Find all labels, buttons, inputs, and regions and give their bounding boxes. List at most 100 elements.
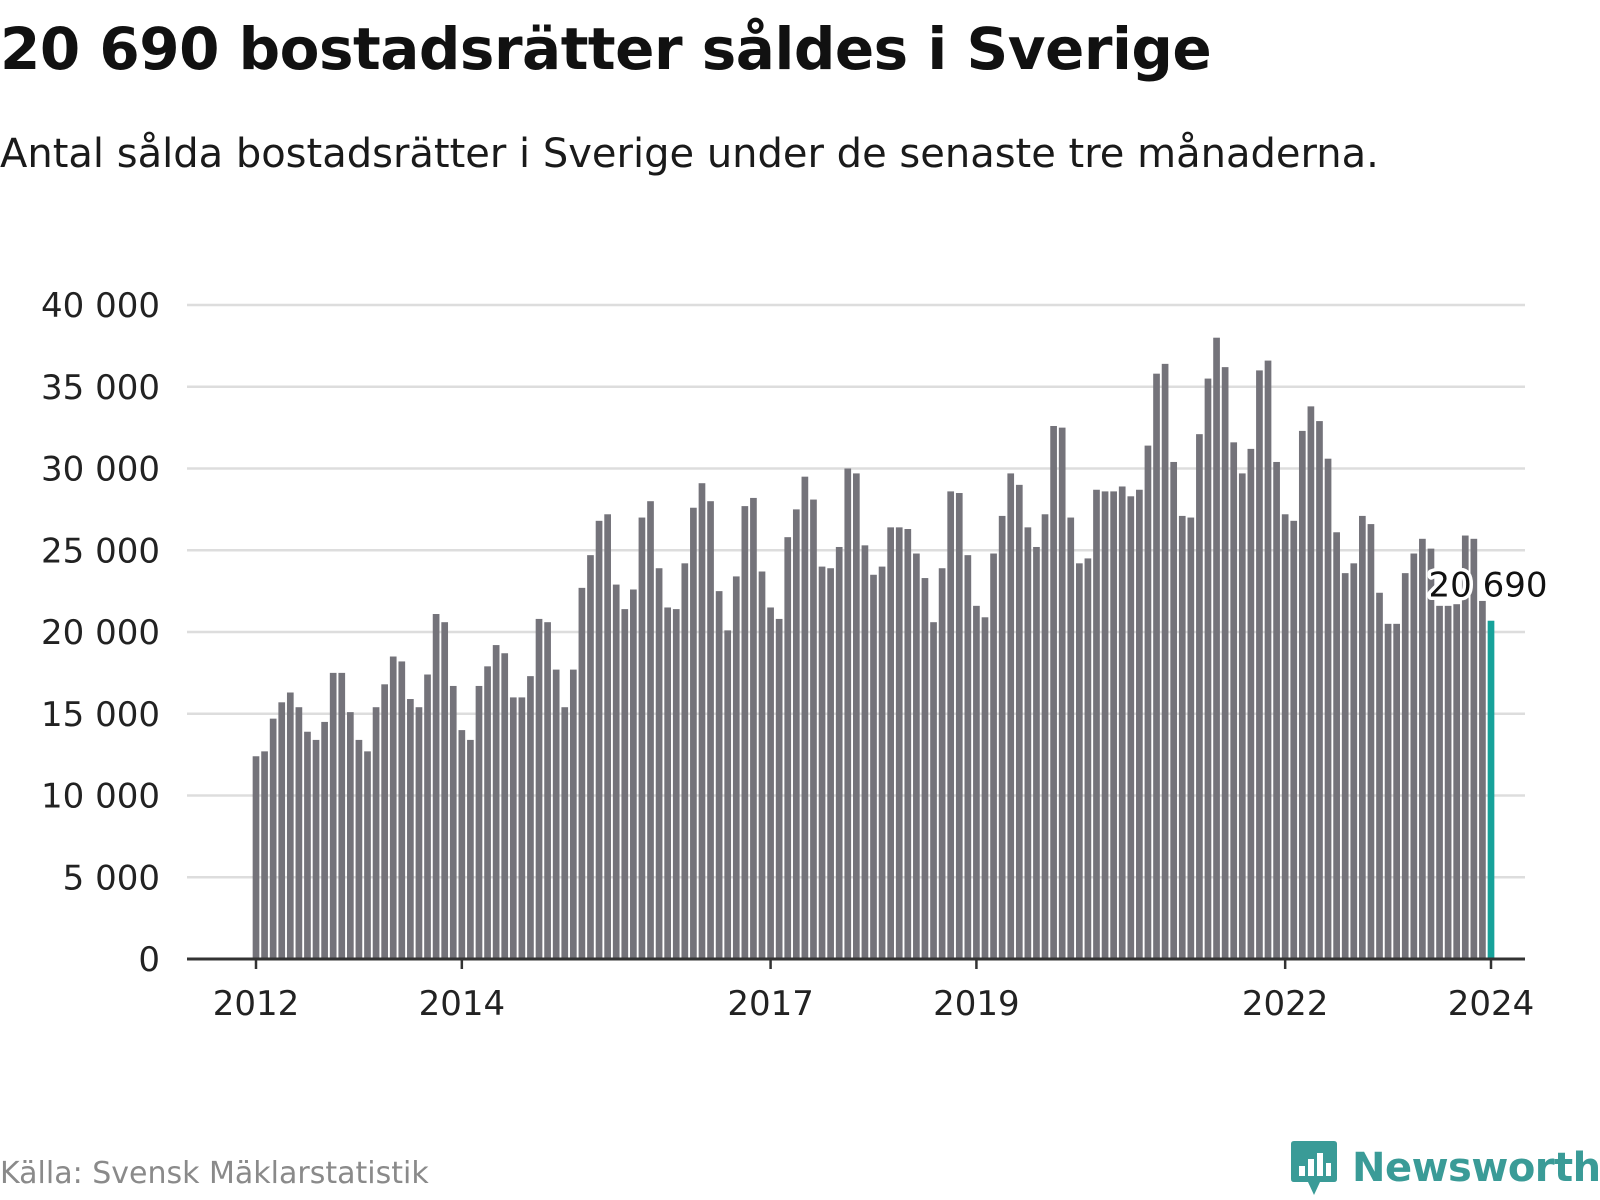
bar — [810, 499, 817, 959]
axes: 0 5 000 10 000 15 000 20 000 25 000 30 000 35 0… — [41, 286, 1534, 1024]
data-label-latest: 20 690 — [1429, 566, 1548, 606]
bar — [724, 630, 732, 959]
bar — [904, 529, 912, 959]
bar-chart: 0 5 000 10 000 15 000 20 000 25 000 30 000 35 0… — [41, 286, 1548, 1024]
bar — [518, 697, 526, 959]
x-tick-label: 2017 — [727, 984, 814, 1024]
bar — [741, 506, 749, 959]
y-tick-label: 20 000 — [41, 613, 160, 653]
bar — [758, 571, 766, 959]
bar — [321, 721, 328, 959]
y-tick-label: 40 000 — [41, 286, 160, 326]
bar — [501, 653, 509, 959]
bar — [364, 751, 371, 959]
bar — [261, 751, 268, 959]
bar — [304, 731, 311, 959]
bar — [1196, 434, 1203, 959]
bar — [569, 669, 577, 959]
bar — [1015, 484, 1023, 959]
bar — [1024, 527, 1032, 959]
bar — [1110, 491, 1117, 959]
bar — [655, 568, 663, 959]
bar — [930, 622, 937, 959]
bar — [1213, 337, 1220, 959]
bar — [1333, 532, 1340, 959]
bar — [1273, 461, 1280, 959]
x-tick-label: 2024 — [1448, 984, 1535, 1024]
bar — [389, 656, 397, 959]
bar — [1419, 538, 1426, 959]
bar — [1093, 489, 1100, 959]
bar — [844, 468, 852, 959]
bar — [861, 545, 869, 959]
bar — [1281, 514, 1289, 959]
bar — [347, 712, 354, 959]
bar — [484, 666, 491, 959]
bar — [1350, 563, 1358, 959]
y-tick-label: 15 000 — [41, 695, 160, 735]
bar — [1247, 448, 1255, 959]
bar — [1007, 473, 1015, 959]
bar — [1393, 623, 1400, 959]
source-note: Källa: Svensk Mäklarstatistik — [0, 1156, 429, 1191]
bar — [407, 699, 414, 959]
bar — [432, 614, 440, 959]
bar — [1144, 445, 1152, 959]
bar — [1376, 592, 1383, 959]
bar — [853, 473, 860, 959]
bar — [1178, 515, 1186, 959]
bar — [355, 739, 363, 959]
bar — [1230, 442, 1238, 960]
bar — [1058, 427, 1066, 960]
bar — [1204, 378, 1212, 960]
bar — [1470, 538, 1478, 959]
bar — [278, 702, 286, 959]
y-tick-label: 10 000 — [41, 777, 160, 817]
bar — [887, 527, 894, 959]
bar — [604, 514, 611, 959]
bar — [878, 566, 886, 959]
bar — [998, 515, 1006, 959]
bar — [775, 618, 783, 959]
bar — [595, 520, 603, 959]
bar — [698, 483, 706, 959]
bar — [1410, 553, 1418, 959]
bar — [835, 546, 843, 959]
bar — [818, 566, 826, 959]
bar — [1050, 425, 1057, 959]
bar — [1479, 600, 1486, 959]
bar — [801, 476, 809, 959]
bar — [1427, 548, 1435, 959]
brand-name: Newsworthy — [1352, 1145, 1600, 1191]
bar — [1298, 430, 1306, 959]
bar — [1436, 605, 1443, 959]
x-tick-label: 2022 — [1242, 984, 1329, 1024]
bar — [372, 707, 380, 959]
chart-subtitle: Antal sålda bostadsrätter i Sverige unde… — [0, 131, 1379, 177]
bar — [1307, 406, 1315, 959]
x-tick-label: 2019 — [933, 984, 1020, 1024]
bar — [1101, 491, 1109, 959]
brand-logo[interactable]: Newsworthy — [1290, 1138, 1600, 1198]
bar — [964, 555, 972, 959]
bar — [535, 618, 543, 959]
bar — [1359, 515, 1366, 959]
bar — [715, 591, 723, 960]
bar — [552, 669, 560, 959]
bar — [707, 501, 714, 959]
bar — [381, 684, 388, 959]
bar — [638, 517, 646, 959]
y-tick-label: 35 000 — [41, 368, 160, 408]
bar — [947, 491, 955, 959]
bars — [252, 337, 1495, 960]
bar — [784, 537, 792, 959]
bar — [1127, 496, 1135, 959]
bar — [578, 587, 586, 959]
newsworthy-logo-icon — [1291, 1141, 1337, 1195]
bar — [1453, 604, 1461, 959]
bar — [913, 553, 920, 959]
bar — [732, 576, 740, 959]
y-tick-label: 5 000 — [63, 858, 160, 898]
bar — [492, 645, 500, 959]
bar — [415, 707, 423, 959]
